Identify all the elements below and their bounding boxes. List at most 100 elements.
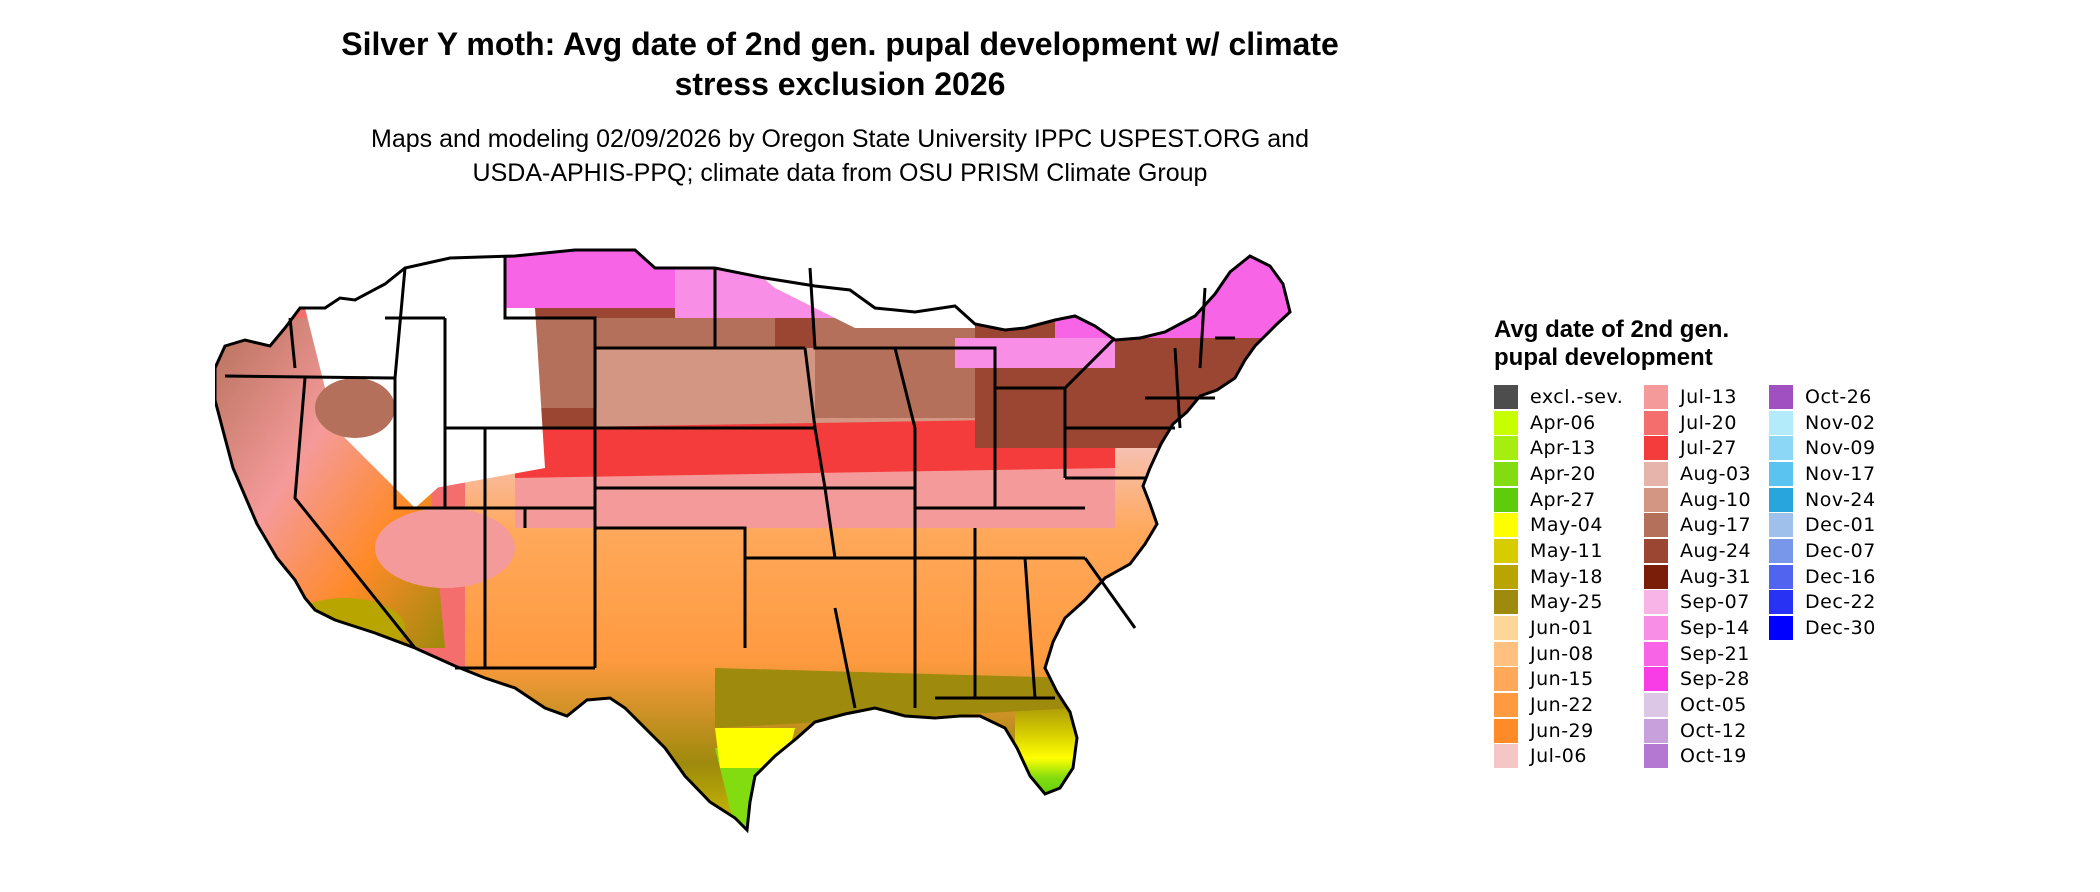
legend-label: Jun-15 bbox=[1530, 668, 1594, 691]
legend-item: May-18 bbox=[1494, 564, 1644, 590]
legend-item: Apr-27 bbox=[1494, 487, 1644, 513]
legend-label: Nov-02 bbox=[1805, 411, 1876, 434]
legend-items: excl.-sev. Apr-06 Apr-13 Apr-20 Apr-27 May-04… bbox=[1494, 384, 1914, 769]
legend-swatch bbox=[1644, 410, 1668, 435]
legend-swatch bbox=[1644, 564, 1668, 589]
legend-swatch bbox=[1644, 744, 1668, 769]
legend-item: Sep-07 bbox=[1644, 590, 1769, 616]
legend-swatch bbox=[1769, 461, 1793, 486]
legend-item: Dec-16 bbox=[1769, 564, 1899, 590]
legend-label: May-25 bbox=[1530, 591, 1603, 614]
legend-swatch bbox=[1644, 461, 1668, 486]
legend-swatch bbox=[1494, 461, 1518, 486]
legend-swatch bbox=[1494, 564, 1518, 589]
legend-swatch bbox=[1494, 616, 1518, 641]
legend-swatch bbox=[1494, 513, 1518, 538]
map-title-line-2: stress exclusion 2026 bbox=[674, 66, 1006, 102]
legend-title: Avg date of 2nd gen. pupal development bbox=[1494, 316, 1730, 371]
legend-swatch bbox=[1644, 513, 1668, 538]
legend-swatch bbox=[1494, 744, 1518, 769]
legend-label: Jul-27 bbox=[1680, 437, 1737, 460]
legend-label: Jul-20 bbox=[1680, 411, 1737, 434]
legend-swatch bbox=[1769, 384, 1793, 409]
legend-item: Jul-27 bbox=[1644, 435, 1769, 461]
legend-item: Jun-08 bbox=[1494, 641, 1644, 667]
legend-item: Nov-02 bbox=[1769, 410, 1899, 436]
legend-label: Jun-01 bbox=[1530, 617, 1594, 640]
legend-label: May-04 bbox=[1530, 514, 1603, 537]
legend-label: Oct-12 bbox=[1680, 719, 1747, 742]
map-subtitle-line-2: USDA-APHIS-PPQ; climate data from OSU PR… bbox=[472, 159, 1208, 187]
legend-label: Nov-09 bbox=[1805, 437, 1876, 460]
legend-label: Nov-24 bbox=[1805, 488, 1876, 511]
legend-swatch bbox=[1494, 718, 1518, 743]
legend-label: Sep-07 bbox=[1680, 591, 1750, 614]
legend-item: Jul-20 bbox=[1644, 410, 1769, 436]
legend: Avg date of 2nd gen. pupal development e… bbox=[1494, 316, 1914, 769]
legend-label: Aug-10 bbox=[1680, 488, 1752, 511]
legend-swatch bbox=[1644, 641, 1668, 666]
legend-item: Jun-29 bbox=[1494, 718, 1644, 744]
legend-swatch bbox=[1494, 487, 1518, 512]
legend-item: Jun-15 bbox=[1494, 667, 1644, 693]
legend-swatch bbox=[1769, 436, 1793, 461]
legend-item: Dec-01 bbox=[1769, 512, 1899, 538]
legend-swatch bbox=[1769, 538, 1793, 563]
legend-swatch bbox=[1494, 667, 1518, 692]
us-map bbox=[215, 228, 1465, 892]
legend-swatch bbox=[1494, 410, 1518, 435]
map-subtitle-line-1: Maps and modeling 02/09/2026 by Oregon S… bbox=[371, 125, 1309, 153]
legend-item: Dec-30 bbox=[1769, 615, 1899, 641]
legend-item: May-11 bbox=[1494, 538, 1644, 564]
legend-swatch bbox=[1494, 384, 1518, 409]
legend-swatch bbox=[1644, 667, 1668, 692]
legend-item: Apr-20 bbox=[1494, 461, 1644, 487]
legend-item: Aug-10 bbox=[1644, 487, 1769, 513]
legend-item: Dec-22 bbox=[1769, 590, 1899, 616]
legend-item: Aug-17 bbox=[1644, 512, 1769, 538]
legend-swatch bbox=[1494, 590, 1518, 615]
legend-item: Apr-06 bbox=[1494, 410, 1644, 436]
legend-item: Sep-21 bbox=[1644, 641, 1769, 667]
legend-swatch bbox=[1769, 513, 1793, 538]
legend-item: Jun-22 bbox=[1494, 692, 1644, 718]
legend-item: Nov-24 bbox=[1769, 487, 1899, 513]
legend-label: Dec-01 bbox=[1805, 514, 1876, 537]
legend-label: Jul-13 bbox=[1680, 385, 1737, 408]
legend-item: Jun-01 bbox=[1494, 615, 1644, 641]
legend-item: Jul-06 bbox=[1494, 744, 1644, 770]
legend-swatch bbox=[1769, 616, 1793, 641]
legend-label: Sep-28 bbox=[1680, 668, 1750, 691]
legend-swatch bbox=[1494, 538, 1518, 563]
legend-label: Apr-06 bbox=[1530, 411, 1596, 434]
legend-label: Apr-20 bbox=[1530, 462, 1596, 485]
legend-swatch bbox=[1644, 718, 1668, 743]
legend-label: Oct-05 bbox=[1680, 694, 1747, 717]
legend-swatch bbox=[1494, 693, 1518, 718]
legend-swatch bbox=[1644, 616, 1668, 641]
legend-item: Aug-24 bbox=[1644, 538, 1769, 564]
legend-item: Oct-05 bbox=[1644, 692, 1769, 718]
legend-label: Aug-03 bbox=[1680, 462, 1752, 485]
legend-label: Jul-06 bbox=[1530, 745, 1587, 768]
legend-label: Dec-22 bbox=[1805, 591, 1876, 614]
legend-item: May-25 bbox=[1494, 590, 1644, 616]
legend-swatch bbox=[1644, 384, 1668, 409]
legend-label: Oct-19 bbox=[1680, 745, 1747, 768]
legend-item: excl.-sev. bbox=[1494, 384, 1644, 410]
legend-label: Nov-17 bbox=[1805, 462, 1876, 485]
legend-item: Sep-14 bbox=[1644, 615, 1769, 641]
legend-label: Apr-27 bbox=[1530, 488, 1596, 511]
legend-label: Aug-24 bbox=[1680, 539, 1752, 562]
map-title: Silver Y moth: Avg date of 2nd gen. pupa… bbox=[250, 24, 1430, 104]
legend-swatch bbox=[1494, 436, 1518, 461]
legend-label: Aug-31 bbox=[1680, 565, 1752, 588]
legend-label: May-11 bbox=[1530, 539, 1603, 562]
legend-label: Jun-08 bbox=[1530, 642, 1594, 665]
legend-swatch bbox=[1769, 487, 1793, 512]
development-date-raster bbox=[215, 250, 1290, 830]
legend-item: Oct-12 bbox=[1644, 718, 1769, 744]
legend-label: Dec-16 bbox=[1805, 565, 1876, 588]
legend-swatch bbox=[1769, 564, 1793, 589]
legend-item: May-04 bbox=[1494, 512, 1644, 538]
